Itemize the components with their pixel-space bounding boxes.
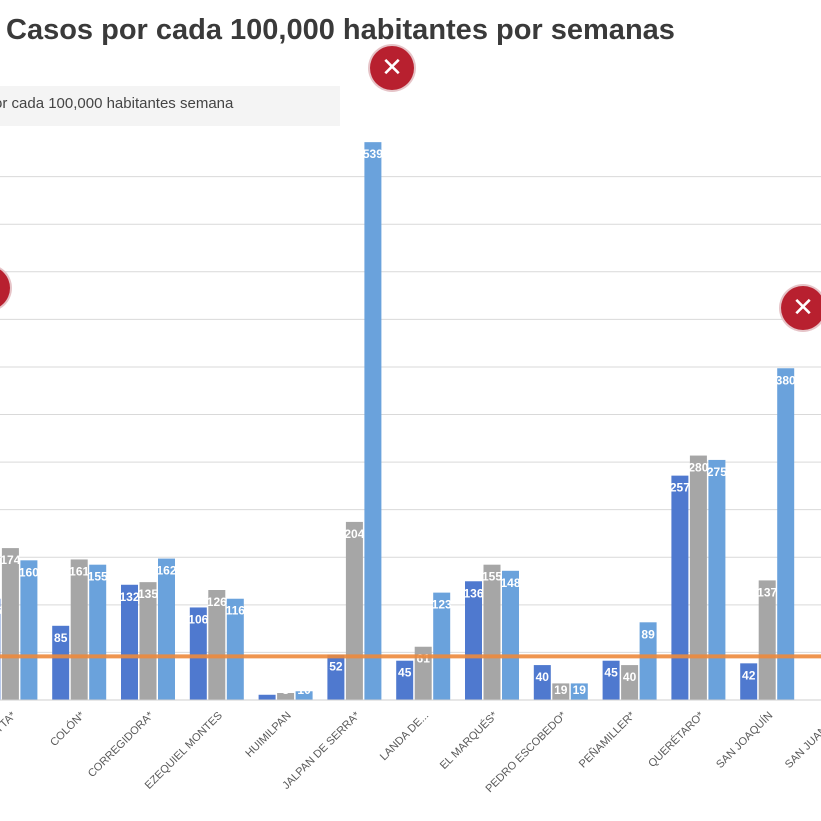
data-label: 116 <box>226 604 246 618</box>
data-label: 136 <box>463 586 483 600</box>
data-label: 61 <box>417 652 431 666</box>
bar <box>671 475 689 700</box>
x-tick-label: SAN JUAN D... <box>783 710 821 771</box>
data-label: 204 <box>344 527 364 541</box>
data-label: 135 <box>138 587 158 601</box>
bar <box>414 646 432 700</box>
x-tick-label: QUERÉTARO* <box>646 708 707 769</box>
data-label: 380 <box>776 373 796 387</box>
bar <box>139 582 157 700</box>
data-label: 106 <box>188 612 208 626</box>
bar <box>121 584 138 700</box>
data-label: 539 <box>363 147 383 161</box>
bar <box>327 654 345 700</box>
bar <box>502 570 519 700</box>
data-label: 42 <box>742 668 756 682</box>
data-label: 132 <box>119 590 139 604</box>
data-label: 116 <box>0 604 2 618</box>
x-tick-label: LANDA DE... <box>378 710 431 763</box>
bar <box>740 663 758 700</box>
bar <box>639 622 657 700</box>
bar <box>89 564 107 700</box>
data-label: 174 <box>0 553 20 567</box>
bar <box>52 625 70 700</box>
x-tick-label: SAN JOAQUÍN <box>713 709 775 771</box>
bar <box>570 683 588 700</box>
data-label: 40 <box>536 670 550 684</box>
bar <box>189 607 207 700</box>
bar <box>533 665 551 700</box>
data-label: 85 <box>54 631 68 645</box>
data-label: 257 <box>670 481 690 495</box>
x-mark-san-joaquin-icon: ✕ <box>781 286 821 330</box>
x-tick-label: PEÑAMILLER* <box>576 708 638 770</box>
bar <box>277 693 295 700</box>
data-label: 19 <box>573 683 587 697</box>
data-label: 6 <box>264 683 271 697</box>
data-label: 52 <box>329 660 343 674</box>
bar <box>396 660 414 700</box>
data-label: 123 <box>432 598 452 612</box>
data-label: 148 <box>500 576 520 590</box>
bar <box>158 558 175 700</box>
bar <box>689 455 707 700</box>
x-tick-label: JALPAN DE SERRA* <box>280 709 363 792</box>
legend: or cada 100,000 habitantes semana <box>0 86 340 126</box>
x-tick-label: EZEQUIEL MONTES <box>143 710 225 792</box>
bar <box>345 521 363 700</box>
bar <box>1 548 19 700</box>
bar <box>465 581 482 700</box>
data-label: 280 <box>688 461 708 475</box>
x-tick-label: PEDRO ESCOBEDO* <box>483 709 569 795</box>
x-tick-label: EL MARQUÉS* <box>437 708 500 771</box>
data-label: 137 <box>757 585 777 599</box>
bar <box>226 598 244 700</box>
data-label: 155 <box>482 570 502 584</box>
bar <box>777 368 795 700</box>
data-label: 161 <box>69 564 89 578</box>
bar <box>70 559 88 700</box>
bar <box>708 459 726 700</box>
x-mark-reyta-icon: ✕ <box>0 266 10 310</box>
x-tick-label: COLÓN* <box>47 708 87 748</box>
bar <box>258 694 276 700</box>
data-label: 160 <box>19 565 39 579</box>
bar <box>552 683 570 700</box>
x-tick-label: HUIMILPAN <box>243 710 293 760</box>
data-label: 89 <box>641 627 655 641</box>
data-label: 126 <box>207 595 227 609</box>
bar <box>208 590 226 700</box>
data-label: 19 <box>554 683 568 697</box>
bar <box>20 560 38 700</box>
bar <box>758 580 776 700</box>
chart-title: Casos por cada 100,000 habitantes por se… <box>6 14 675 46</box>
data-label: 40 <box>623 670 637 684</box>
bar <box>602 660 620 700</box>
bar <box>483 564 501 700</box>
legend-label: or cada 100,000 habitantes semana <box>0 95 234 112</box>
x-tick-label: REYTA* <box>0 709 19 746</box>
data-label: 275 <box>707 465 727 479</box>
bar <box>295 691 313 700</box>
data-label: 45 <box>604 666 618 680</box>
x-mark-jalpan-icon: ✕ <box>370 46 414 90</box>
data-label: 8 <box>282 683 289 697</box>
data-label: 162 <box>156 564 176 578</box>
data-label: 45 <box>398 666 412 680</box>
data-label: 155 <box>88 570 108 584</box>
bar <box>364 142 382 700</box>
bar <box>433 592 451 700</box>
x-tick-label: CORREGIDORA* <box>86 709 157 780</box>
data-label: 10 <box>297 683 311 697</box>
bar <box>621 665 639 700</box>
